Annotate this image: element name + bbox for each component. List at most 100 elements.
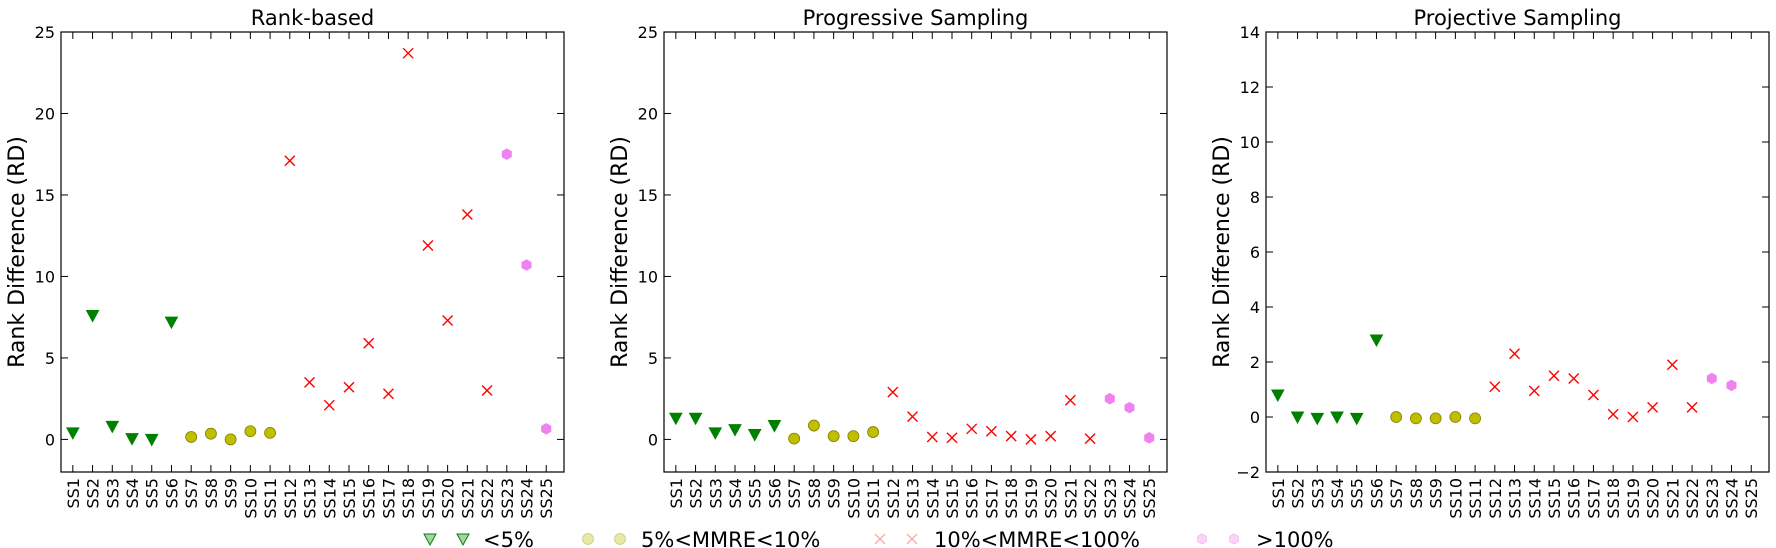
x-tick-label: SS4 [1328,478,1347,509]
data-point [205,427,217,440]
legend-marker [1197,533,1207,545]
legend-marker [582,533,594,545]
x-tick-label: SS18 [399,478,418,519]
data-point [501,148,512,160]
x-tick-label: SS21 [1663,478,1682,519]
data-point [402,47,414,59]
x-tick-label: SS20 [439,478,458,519]
data-point [65,427,80,440]
y-tick-label: 0 [648,430,658,449]
y-tick-label: −2 [1236,463,1260,482]
data-point [1045,430,1057,442]
x-tick-label: SS9 [825,478,844,509]
y-tick-label: 14 [1240,23,1260,42]
data-point [1587,389,1599,401]
x-tick-label: SS16 [1565,478,1584,519]
legend-label: 10%<MMRE<100% [934,528,1140,548]
x-tick-label: SS5 [143,478,162,509]
data-point [1005,430,1017,442]
data-point [1647,401,1659,413]
x-tick-label: SS7 [182,478,201,509]
x-tick-label: SS21 [1061,478,1080,519]
x-tick-label: SS8 [805,478,824,509]
x-tick-label: SS5 [1348,478,1367,509]
x-tick-label: SS6 [162,478,181,509]
legend-item: 5%<MMRE<10% [582,528,820,548]
data-point [1410,412,1422,425]
data-point [461,209,473,221]
y-tick-label: 15 [35,186,55,205]
data-point [85,310,100,323]
data-point [1429,412,1442,425]
legend-marker [614,533,626,545]
panel-1: Rank-based 0 5 10 15 20 25 Rank Difference (RD)… [5,6,565,519]
data-point [1349,412,1364,426]
x-tick-label: SS20 [1042,478,1061,519]
y-tick-label: 8 [1250,188,1260,207]
y-tick-label: 25 [638,23,658,42]
x-tick-label: SS16 [360,478,379,519]
legend-label: <5% [483,528,534,548]
data-point [747,429,762,442]
data-point [1104,392,1115,405]
legend-marker [1229,533,1239,545]
x-tick-label: SS19 [1624,478,1643,519]
x-tick-label: SS12 [884,478,903,519]
x-tick-label: SS1 [64,478,83,509]
data-point [1469,412,1481,425]
data-point [284,155,296,167]
data-point [521,259,532,271]
data-point [164,316,179,330]
data-point [1390,411,1403,423]
data-point [1627,411,1639,423]
data-point [382,388,394,400]
data-point [323,399,335,411]
data-point [867,426,879,438]
x-tick-label: SS22 [1683,478,1702,519]
data-point [422,239,434,251]
data-point [1666,359,1678,371]
data-point [808,419,820,432]
data-point [728,424,742,437]
data-point [1290,411,1305,425]
x-tick-label: SS6 [1367,478,1386,509]
y-tick-label: 20 [638,104,658,123]
data-point [966,423,978,435]
data-point [1025,433,1037,445]
data-point [1330,411,1344,425]
x-tick-label: SS11 [261,478,280,519]
legend: <5% 5%<MMRE<10% 10%<MMRE<100% >100% [423,528,1334,548]
y-tick-label: 5 [45,349,55,368]
data-point [1706,372,1717,385]
x-tick-label: SS22 [478,478,497,519]
x-tick-label: SS24 [1121,478,1140,519]
x-tick-label: SS19 [419,478,438,519]
x-tick-label: SS1 [667,478,686,509]
data-point [767,420,782,433]
data-point [105,420,120,434]
data-point [1369,334,1384,348]
x-tick-label: SS9 [222,478,241,509]
x-tick-label: SS3 [103,478,122,509]
y-axis-label: Rank Difference (RD) [5,136,30,368]
data-point [304,376,316,388]
data-point [1548,370,1560,382]
x-tick-label: SS3 [706,478,725,509]
x-tick-label: SS4 [123,478,142,509]
legend-marker [906,533,918,545]
data-point [1310,412,1325,426]
x-tick-label: SS2 [687,478,706,509]
x-tick-label: SS17 [379,478,398,519]
x-tick-label: SS5 [746,478,765,509]
x-tick-label: SS8 [1407,478,1426,509]
x-tick-label: SS13 [1506,478,1525,519]
x-tick-label: SS6 [765,478,784,509]
chart-title: Rank-based [251,6,374,30]
data-point [985,425,997,437]
data-point [1686,401,1698,413]
y-tick-label: 2 [1250,353,1260,372]
x-tick-label: SS24 [518,478,537,519]
legend-item: 10%<MMRE<100% [874,528,1140,548]
x-tick-label: SS3 [1308,478,1327,509]
